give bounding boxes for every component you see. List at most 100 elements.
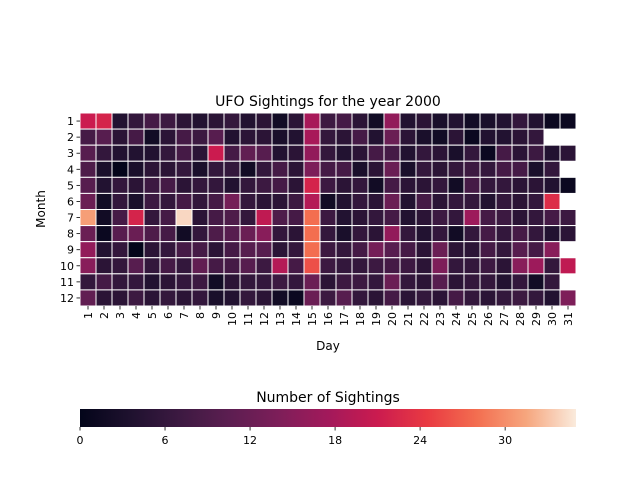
heatmap-cell bbox=[399, 225, 417, 243]
heatmap-cell bbox=[495, 209, 513, 227]
heatmap-cell bbox=[479, 128, 497, 146]
heatmap-cell bbox=[303, 128, 321, 146]
heatmap-cell bbox=[207, 176, 225, 194]
heatmap-cell bbox=[479, 225, 497, 243]
heatmap-cell bbox=[335, 257, 353, 275]
heatmap-cell bbox=[319, 160, 337, 178]
heatmap-cell bbox=[351, 176, 369, 194]
heatmap-cell bbox=[255, 241, 273, 259]
heatmap-cell bbox=[159, 209, 177, 227]
colorbar-tick-label: 30 bbox=[498, 434, 512, 447]
heatmap-cell bbox=[127, 273, 145, 291]
heatmap-cell bbox=[511, 257, 529, 275]
heatmap-cell bbox=[223, 160, 241, 178]
heatmap-cell bbox=[495, 112, 513, 130]
heatmap-cell bbox=[527, 176, 545, 194]
heatmap-cell bbox=[399, 289, 417, 307]
heatmap-cell bbox=[447, 144, 465, 162]
heatmap-cell bbox=[415, 257, 433, 275]
x-tick-label: 12 bbox=[258, 312, 271, 326]
x-tick-label: 17 bbox=[338, 312, 351, 326]
heatmap-cell bbox=[479, 209, 497, 227]
y-tick-label: 1 bbox=[67, 115, 74, 128]
heatmap-cell bbox=[223, 112, 241, 130]
heatmap-cell bbox=[479, 241, 497, 259]
heatmap-cell bbox=[271, 241, 289, 259]
heatmap-cell bbox=[159, 128, 177, 146]
heatmap-cell bbox=[223, 209, 241, 227]
heatmap-cell bbox=[207, 160, 225, 178]
heatmap-cell bbox=[143, 209, 161, 227]
heatmap-cell bbox=[431, 144, 449, 162]
heatmap-cell bbox=[223, 128, 241, 146]
heatmap-cell bbox=[239, 209, 257, 227]
heatmap-cell bbox=[95, 112, 113, 130]
heatmap-cell bbox=[175, 112, 193, 130]
heatmap-cell bbox=[159, 257, 177, 275]
heatmap-cell bbox=[527, 192, 545, 211]
heatmap-cell bbox=[447, 257, 465, 275]
x-tick-label: 1 bbox=[82, 312, 95, 319]
heatmap-cell bbox=[415, 289, 433, 307]
heatmap-cell bbox=[319, 225, 337, 243]
y-tick-label: 8 bbox=[67, 228, 74, 241]
heatmap-cell bbox=[127, 128, 145, 146]
heatmap-cell bbox=[543, 176, 561, 194]
heatmap-cell bbox=[399, 160, 417, 178]
heatmap-cell bbox=[95, 128, 113, 146]
heatmap-cell bbox=[223, 192, 241, 211]
y-tick-label: 6 bbox=[67, 195, 74, 208]
heatmap-cell bbox=[159, 241, 177, 259]
heatmap-cell bbox=[351, 257, 369, 275]
x-tick-label: 27 bbox=[498, 312, 511, 326]
heatmap-cell bbox=[527, 112, 545, 130]
heatmap-cell bbox=[431, 289, 449, 307]
heatmap-cell bbox=[95, 289, 113, 307]
heatmap-cell bbox=[527, 273, 545, 291]
x-tick-label: 3 bbox=[114, 312, 127, 319]
heatmap-cell bbox=[79, 112, 97, 130]
heatmap-cell bbox=[495, 128, 513, 146]
heatmap-cell bbox=[303, 289, 321, 307]
heatmap-cell bbox=[543, 273, 561, 291]
heatmap-cell bbox=[175, 160, 193, 178]
heatmap-cell bbox=[367, 209, 385, 227]
heatmap-cell bbox=[335, 176, 353, 194]
heatmap-cell bbox=[287, 176, 305, 194]
x-tick-label: 26 bbox=[482, 312, 495, 326]
heatmap-cell bbox=[143, 144, 161, 162]
heatmap-cell bbox=[223, 241, 241, 259]
heatmap-cell bbox=[479, 289, 497, 307]
heatmap-cell bbox=[495, 257, 513, 275]
x-tick-labels: 1 2 3 4 5 6 7 8 9 10 11 12 13 14 15 16 17 18 19 20 21 22 23 24 2… bbox=[82, 306, 575, 326]
heatmap-cell bbox=[543, 192, 561, 211]
heatmap-cell bbox=[447, 112, 465, 130]
heatmap-cell bbox=[335, 241, 353, 259]
heatmap-cell bbox=[79, 176, 97, 194]
heatmap-cell bbox=[111, 112, 129, 130]
heatmap-cell bbox=[207, 192, 225, 211]
heatmap-cell bbox=[271, 160, 289, 178]
heatmap-cell bbox=[319, 209, 337, 227]
heatmap-cell bbox=[431, 192, 449, 211]
x-tick-label: 21 bbox=[402, 312, 415, 326]
heatmap-cell bbox=[223, 144, 241, 162]
y-tick-label: 2 bbox=[67, 131, 74, 144]
heatmap-cell bbox=[511, 225, 529, 243]
x-tick-label: 25 bbox=[466, 312, 479, 326]
heatmap-cell bbox=[255, 192, 273, 211]
heatmap-cell bbox=[95, 241, 113, 259]
heatmap-cell bbox=[127, 289, 145, 307]
y-tick-label: 4 bbox=[67, 163, 74, 176]
heatmap-cell bbox=[271, 176, 289, 194]
heatmap-cell bbox=[351, 273, 369, 291]
heatmap-cell bbox=[351, 144, 369, 162]
heatmap-cell bbox=[207, 144, 225, 162]
x-tick-label: 18 bbox=[354, 312, 367, 326]
heatmap-cell bbox=[95, 225, 113, 243]
heatmap-cell bbox=[463, 241, 481, 259]
heatmap-cells bbox=[79, 112, 577, 307]
heatmap-cell bbox=[351, 160, 369, 178]
heatmap-cell bbox=[399, 144, 417, 162]
